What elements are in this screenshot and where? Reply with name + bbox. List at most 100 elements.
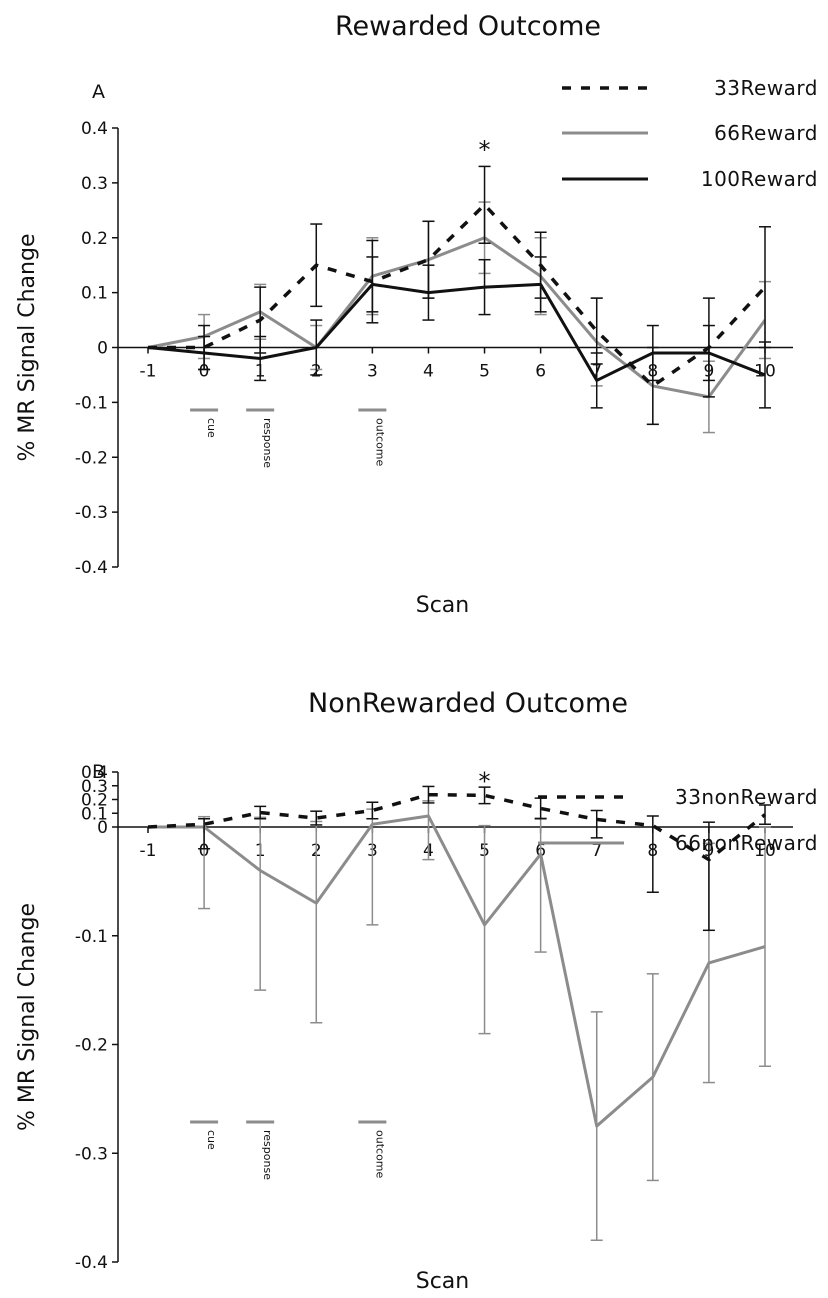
y-tick-label: 0.2 <box>81 229 108 249</box>
data-point <box>315 902 317 904</box>
y-tick-label: 0 <box>97 818 108 838</box>
series-line <box>148 814 766 1128</box>
legend-label: 66Reward <box>714 121 818 145</box>
data-point <box>371 283 373 285</box>
data-point <box>203 823 205 825</box>
y-axis-label: % MR Signal Change <box>15 234 40 462</box>
x-tick-label: 7 <box>591 841 602 861</box>
data-point <box>540 853 542 855</box>
y-axis-label: % MR Signal Change <box>15 903 40 1131</box>
x-tick-label: -1 <box>140 841 157 861</box>
event-marker-label: outcome <box>373 1130 386 1179</box>
data-point <box>708 859 710 861</box>
event-marker-label: cue <box>205 1130 218 1150</box>
series-line <box>147 282 766 382</box>
series-66Reward <box>147 201 771 434</box>
data-point <box>708 352 710 354</box>
data-point <box>764 374 766 376</box>
data-point <box>484 204 486 206</box>
y-tick-label: -0.4 <box>75 558 108 578</box>
data-point <box>315 817 317 819</box>
data-point <box>764 946 766 948</box>
data-point <box>315 264 317 266</box>
data-point <box>371 823 373 825</box>
series-33nonReward <box>147 785 771 932</box>
chart-title: NonRewarded Outcome <box>308 688 628 719</box>
data-point <box>484 286 486 288</box>
series-line <box>148 203 767 388</box>
data-point <box>315 347 317 348</box>
y-tick-label: 0.3 <box>81 777 108 797</box>
y-tick-label: 0 <box>97 339 108 359</box>
data-point <box>484 924 486 926</box>
data-point <box>371 810 373 811</box>
y-tick-label: 0.1 <box>81 804 108 824</box>
y-tick-label: 0.4 <box>81 763 108 783</box>
x-tick-label: -1 <box>140 362 157 382</box>
y-tick-label: 0.4 <box>81 119 108 139</box>
data-point <box>259 319 261 321</box>
legend-label: 33nonReward <box>675 785 818 809</box>
event-marker-label: outcome <box>373 418 386 467</box>
event-marker-label: cue <box>205 418 218 438</box>
legend-label: 100Reward <box>701 167 818 191</box>
series-line <box>147 236 767 399</box>
data-point <box>259 357 261 359</box>
data-point <box>259 812 261 814</box>
y-tick-label: 0.1 <box>81 284 108 304</box>
data-point <box>540 283 542 285</box>
series-33Reward <box>147 165 771 426</box>
series-66nonReward <box>147 800 771 1241</box>
x-tick-label: 3 <box>367 362 378 382</box>
panel-b: NonRewarded Outcome B0.40.30.20.10 -0.1 -0.… <box>15 688 818 1294</box>
data-point <box>427 794 429 796</box>
data-point <box>259 870 261 871</box>
data-point <box>596 379 598 381</box>
x-tick-label: 6 <box>535 362 546 382</box>
data-point <box>427 292 429 294</box>
y-tick-label: 0.3 <box>81 174 108 194</box>
y-tick-label: 0.2 <box>81 791 108 811</box>
data-point <box>764 814 766 816</box>
x-tick-label: 0 <box>199 362 210 382</box>
legend-label: 33Reward <box>714 76 818 100</box>
data-point <box>764 286 766 288</box>
event-marker-label: response <box>261 1130 274 1180</box>
event-marker-label: response <box>261 418 274 468</box>
series-line <box>147 792 767 862</box>
y-tick-label: -0.2 <box>75 448 108 468</box>
y-tick-label: -0.3 <box>75 1144 108 1164</box>
x-tick-label: 4 <box>423 362 434 382</box>
chart-title: Rewarded Outcome <box>335 11 601 42</box>
y-tick-label: -0.3 <box>75 503 108 523</box>
data-point <box>596 1125 598 1127</box>
x-axis-label: Scan <box>416 593 470 618</box>
data-point <box>708 962 710 964</box>
y-tick-label: -0.4 <box>75 1253 108 1273</box>
y-tick-label: -0.1 <box>75 393 108 413</box>
data-point <box>540 807 542 809</box>
data-point <box>147 347 149 348</box>
panel-letter: B <box>92 761 105 783</box>
data-point <box>427 815 429 817</box>
data-point <box>652 385 654 387</box>
legend-label: 66nonReward <box>675 831 818 855</box>
data-point <box>427 259 429 261</box>
x-axis-label: Scan <box>416 1269 470 1294</box>
data-point <box>596 818 598 820</box>
series-100Reward <box>147 256 771 409</box>
significance-star: * <box>479 768 491 796</box>
panel-a: Rewarded Outcome A 0.4 0.3 0.2 0.1 0 -0.1 -0.2 -0… <box>15 11 818 618</box>
significance-star: * <box>479 136 491 164</box>
data-point <box>652 825 654 827</box>
data-point <box>203 352 205 354</box>
data-point <box>596 330 598 332</box>
y-tick-label: -0.1 <box>75 927 108 947</box>
data-point <box>652 1076 654 1078</box>
y-tick-label: -0.2 <box>75 1036 108 1056</box>
data-point <box>147 826 149 828</box>
panel-letter: A <box>92 81 105 103</box>
data-point <box>652 352 654 354</box>
data-point <box>484 794 486 796</box>
